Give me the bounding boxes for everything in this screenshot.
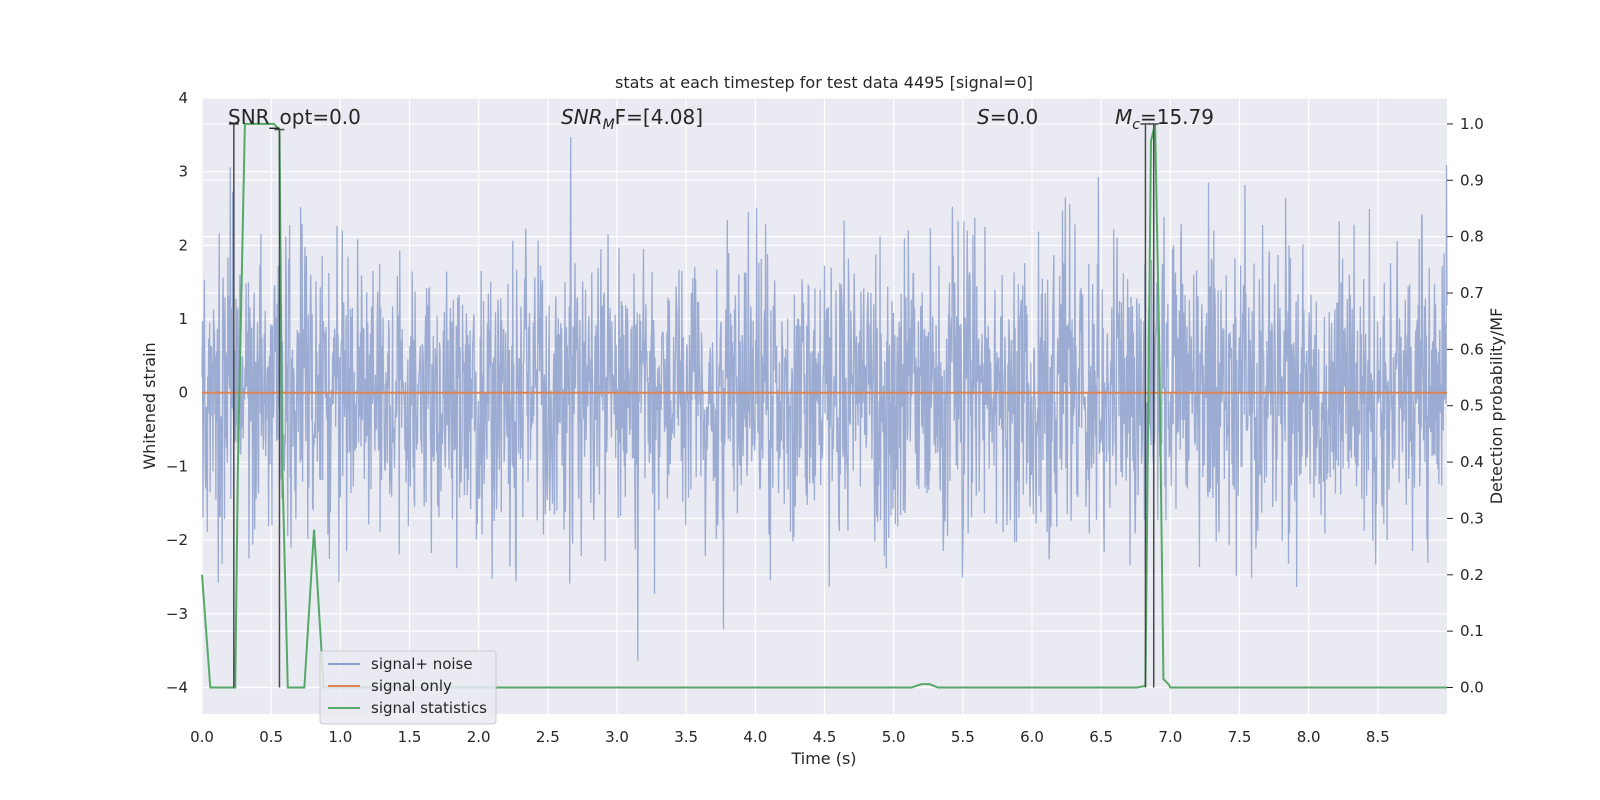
x-tick-label: 8.0 xyxy=(1297,728,1321,746)
y-right-tick-label: 0.7 xyxy=(1460,284,1484,302)
legend-label-signal-only: signal only xyxy=(371,677,452,695)
y-right-tick-label: 1.0 xyxy=(1460,115,1484,133)
y-right-tick-label: 0.1 xyxy=(1460,622,1484,640)
x-tick-label: 4.5 xyxy=(813,728,837,746)
y-right-tick-label: 0.3 xyxy=(1460,509,1484,527)
y-right-tick-label: 0.5 xyxy=(1460,397,1484,415)
x-tick-label: 6.5 xyxy=(1089,728,1113,746)
y-right-axis-label: Detection probability/MF xyxy=(1487,308,1506,505)
y-left-tick-label: −2 xyxy=(166,531,188,549)
y-left-tick-label: 2 xyxy=(178,236,188,254)
y-left-tick-label: 3 xyxy=(178,163,188,181)
y-right-tick-label: 0.8 xyxy=(1460,228,1484,246)
y-right-axis-ticks: 1.0 0.9 0.8 0.7 0.6 0.5 0.4 0.3 0.2 0.1 0.0 xyxy=(1447,115,1484,697)
x-tick-label: 4.0 xyxy=(743,728,767,746)
series-signal-statistics-line xyxy=(201,122,1447,689)
y-left-tick-label: −3 xyxy=(166,605,188,623)
x-tick-label: 5.5 xyxy=(951,728,975,746)
x-axis-label: Time (s) xyxy=(790,749,856,768)
y-left-tick-label: −1 xyxy=(166,457,188,475)
annotation-snr-mf-sub: M xyxy=(603,117,615,133)
y-left-tick-label: 4 xyxy=(178,89,188,107)
chart-title: stats at each timestep for test data 449… xyxy=(615,73,1033,92)
annotation-snr-mf-base: SNR xyxy=(561,105,603,129)
y-right-tick-label: 0.6 xyxy=(1460,340,1484,358)
x-tick-label: 0.5 xyxy=(259,728,283,746)
y-left-axis-label: Whitened strain xyxy=(140,342,159,469)
y-right-tick-label: 0.4 xyxy=(1460,453,1484,471)
annotation-s-base: S xyxy=(977,105,990,129)
legend: signal+ noise signal only signal statist… xyxy=(319,650,497,725)
y-right-tick-label: 0.2 xyxy=(1460,566,1484,584)
x-tick-label: 0.0 xyxy=(190,728,214,746)
annotation-snr-mf: SNRMF=[4.08] xyxy=(561,105,703,133)
annotation-s-tail: =0.0 xyxy=(990,105,1039,129)
x-tick-label: 7.5 xyxy=(1228,728,1252,746)
y-left-tick-label: 1 xyxy=(178,310,188,328)
vertical-markers xyxy=(228,123,1159,688)
y-right-tick-label: 0.0 xyxy=(1460,679,1484,697)
legend-label-signal-noise: signal+ noise xyxy=(371,655,473,673)
series-layer xyxy=(201,122,1448,689)
annotation-mc: Mc=15.79 xyxy=(1115,105,1214,133)
x-tick-label: 2.5 xyxy=(536,728,560,746)
y-left-tick-label: 0 xyxy=(178,384,188,402)
x-tick-label: 1.5 xyxy=(398,728,422,746)
x-tick-label: 6.0 xyxy=(1020,728,1044,746)
x-tick-label: 1.0 xyxy=(328,728,352,746)
x-tick-label: 2.0 xyxy=(467,728,491,746)
annotation-snr-mf-tail: F=[4.08] xyxy=(615,105,703,129)
x-tick-label: 5.0 xyxy=(882,728,906,746)
legend-box xyxy=(319,650,497,725)
series-signal-noise-line xyxy=(201,137,1448,661)
x-tick-label: 3.5 xyxy=(674,728,698,746)
x-tick-label: 8.5 xyxy=(1366,728,1390,746)
y-left-axis-ticks: 4 3 2 1 0 −1 −2 −3 −4 xyxy=(166,89,188,696)
annotation-snr-opt: SNR_opt=0.0 xyxy=(228,105,361,129)
legend-label-signal-statistics: signal statistics xyxy=(371,699,487,717)
x-axis-ticks: 0.0 0.5 1.0 1.5 2.0 2.5 3.0 3.5 4.0 4.5 5.0 5.5 6.0 6… xyxy=(190,728,1390,746)
annotation-mc-sub: c xyxy=(1132,117,1140,133)
annotation-s: S=0.0 xyxy=(977,105,1038,129)
annotation-mc-tail: =15.79 xyxy=(1140,105,1214,129)
annotation-mc-base: M xyxy=(1115,105,1132,129)
x-tick-label: 3.0 xyxy=(605,728,629,746)
y-left-tick-label: −4 xyxy=(166,678,188,696)
x-tick-label: 7.0 xyxy=(1158,728,1182,746)
y-right-tick-label: 0.9 xyxy=(1460,171,1484,189)
